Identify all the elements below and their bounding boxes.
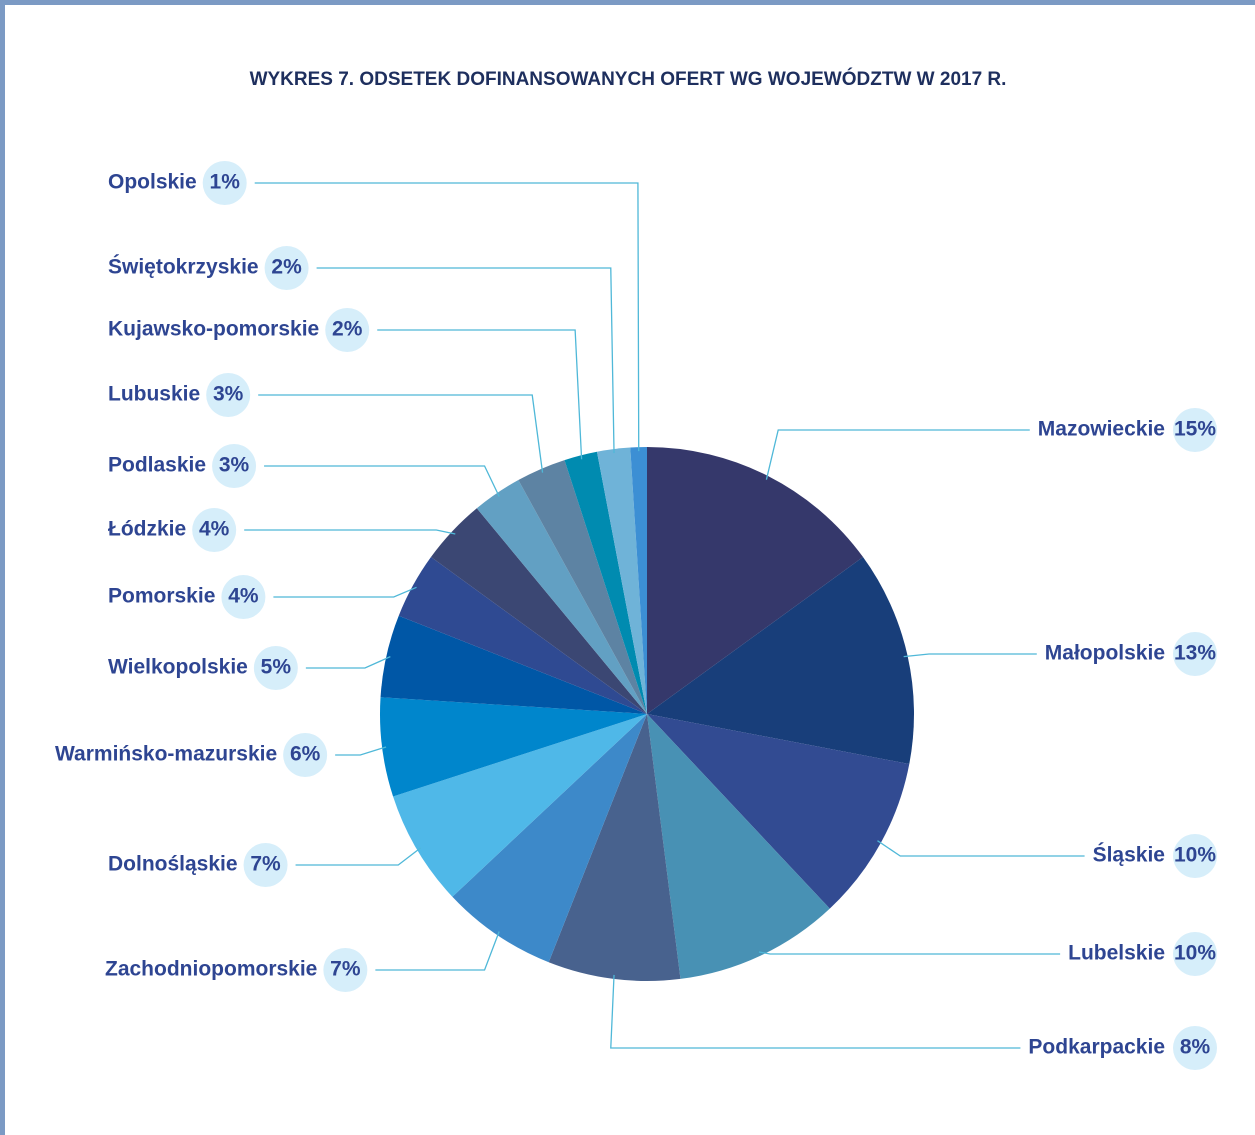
value-label: 7% bbox=[330, 958, 361, 981]
label-badge bbox=[1173, 408, 1217, 452]
pie-slice bbox=[647, 557, 914, 765]
pie-slice bbox=[647, 714, 830, 979]
value-label: 15% bbox=[1174, 418, 1216, 441]
value-label: 8% bbox=[1180, 1036, 1211, 1059]
value-label: 7% bbox=[250, 853, 281, 876]
label-badge bbox=[212, 444, 257, 488]
label-badge bbox=[221, 575, 266, 619]
pie-slice bbox=[647, 447, 864, 714]
leader-line bbox=[335, 746, 387, 756]
frame-left bbox=[0, 0, 5, 1135]
category-label: Kujawsko-pomorskie bbox=[108, 318, 319, 341]
leader-line bbox=[377, 329, 583, 460]
value-label: 2% bbox=[271, 256, 302, 279]
pie-slice bbox=[476, 480, 647, 714]
value-label: 3% bbox=[219, 454, 250, 477]
label-badge bbox=[192, 508, 237, 552]
leader-line bbox=[254, 182, 640, 452]
value-label: 3% bbox=[213, 383, 244, 406]
pie-slice bbox=[596, 447, 647, 714]
label-badge bbox=[206, 373, 251, 417]
label-badge bbox=[1173, 1026, 1217, 1070]
label-badge bbox=[325, 308, 370, 352]
label-badge bbox=[323, 948, 368, 992]
leader-line bbox=[903, 653, 1037, 658]
leader-line bbox=[316, 267, 615, 454]
leader-line bbox=[375, 931, 500, 971]
category-label: Lubelskie bbox=[1068, 942, 1165, 965]
pie-slice bbox=[518, 460, 647, 714]
label-badge bbox=[243, 843, 288, 887]
value-label: 4% bbox=[199, 518, 230, 541]
value-label: 13% bbox=[1174, 642, 1216, 665]
pie-slice bbox=[647, 714, 910, 909]
leader-line bbox=[765, 429, 1030, 480]
category-label: Lubuskie bbox=[108, 383, 200, 406]
pie-slice bbox=[630, 447, 647, 714]
category-label: Łódzkie bbox=[108, 518, 186, 541]
value-label: 10% bbox=[1174, 844, 1216, 867]
value-label: 4% bbox=[228, 585, 259, 608]
label-badge bbox=[1173, 932, 1217, 976]
label-badge bbox=[1173, 834, 1217, 878]
value-label: 5% bbox=[261, 656, 292, 679]
category-label: Mazowieckie bbox=[1038, 418, 1165, 441]
pie-slice bbox=[452, 714, 647, 963]
leader-line bbox=[758, 951, 1061, 955]
value-label: 10% bbox=[1174, 942, 1216, 965]
pie-slice bbox=[564, 451, 647, 714]
leader-line bbox=[877, 840, 1085, 857]
label-badge bbox=[264, 246, 309, 290]
category-label: Podlaskie bbox=[108, 454, 206, 477]
category-label: Dolnośląskie bbox=[108, 853, 238, 876]
category-label: Wielkopolskie bbox=[108, 656, 248, 679]
leader-line bbox=[305, 656, 391, 669]
chart-title: WYKRES 7. ODSETEK DOFINANSOWANYCH OFERT … bbox=[250, 68, 1007, 90]
category-label: Zachodniopomorskie bbox=[105, 958, 317, 981]
pie-slice bbox=[548, 714, 681, 981]
leader-line bbox=[273, 586, 417, 598]
category-label: Opolskie bbox=[108, 171, 197, 194]
value-label: 2% bbox=[332, 318, 363, 341]
leader-line bbox=[244, 529, 456, 535]
leader-line bbox=[258, 394, 544, 473]
category-label: Śląskie bbox=[1093, 843, 1165, 867]
value-label: 1% bbox=[210, 171, 241, 194]
category-label: Warmińsko-mazurskie bbox=[55, 743, 277, 766]
category-label: Pomorskie bbox=[108, 585, 215, 608]
value-label: 6% bbox=[290, 743, 321, 766]
pie-slice bbox=[398, 557, 647, 714]
category-label: Świętokrzyskie bbox=[108, 255, 259, 279]
pie-slice bbox=[430, 508, 647, 714]
leader-line bbox=[295, 847, 422, 866]
category-label: Podkarpackie bbox=[1028, 1036, 1165, 1059]
pie-slice bbox=[393, 714, 647, 897]
frame-top bbox=[0, 0, 1255, 5]
label-badge bbox=[253, 646, 298, 690]
pie-slice bbox=[380, 697, 647, 797]
leader-line bbox=[610, 974, 1021, 1049]
category-label: Małopolskie bbox=[1045, 642, 1165, 665]
label-badge bbox=[283, 733, 328, 777]
leader-line bbox=[264, 465, 500, 497]
pie-slice bbox=[380, 615, 647, 714]
label-badge bbox=[202, 161, 247, 205]
label-badge bbox=[1173, 632, 1217, 676]
